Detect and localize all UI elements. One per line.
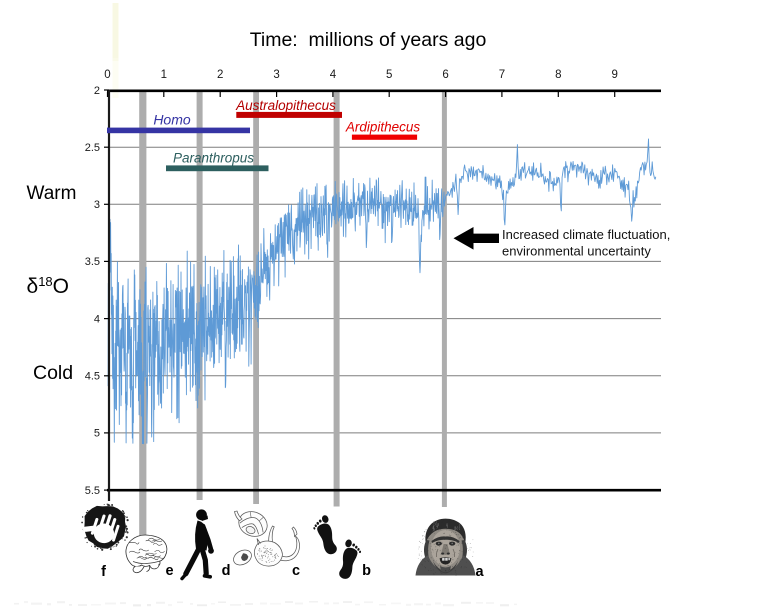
svg-text:Time: millions of years ago: Time: millions of years ago xyxy=(250,29,487,51)
svg-text:c: c xyxy=(292,563,300,579)
svg-text:Ardipithecus: Ardipithecus xyxy=(345,120,421,135)
svg-text:b: b xyxy=(362,563,371,579)
svg-text:4.5: 4.5 xyxy=(85,371,100,383)
svg-text:5: 5 xyxy=(94,428,100,440)
svg-text:5: 5 xyxy=(386,69,392,81)
svg-text:Cold: Cold xyxy=(33,362,73,384)
svg-text:Warm: Warm xyxy=(27,183,77,204)
svg-text:8: 8 xyxy=(555,69,561,81)
svg-text:5.5: 5.5 xyxy=(85,485,100,497)
svg-text:7: 7 xyxy=(499,69,505,81)
svg-text:a: a xyxy=(475,564,484,580)
svg-text:4: 4 xyxy=(94,313,100,325)
svg-text:1: 1 xyxy=(161,69,167,81)
svg-text:environmental uncertainty: environmental uncertainty xyxy=(502,244,651,259)
svg-text:3: 3 xyxy=(94,199,100,211)
svg-text:4: 4 xyxy=(330,69,337,81)
svg-text:2: 2 xyxy=(217,69,223,81)
svg-text:d: d xyxy=(222,563,231,579)
svg-text:6: 6 xyxy=(442,69,448,81)
svg-text:e: e xyxy=(165,563,173,579)
svg-text:9: 9 xyxy=(611,69,617,81)
svg-text:Paranthropus: Paranthropus xyxy=(173,151,254,166)
svg-text:3.5: 3.5 xyxy=(85,256,100,268)
svg-text:Homo: Homo xyxy=(153,112,191,128)
svg-text:Australopithecus: Australopithecus xyxy=(235,98,336,113)
svg-text:Increased climate fluctuation,: Increased climate fluctuation, xyxy=(502,227,670,242)
svg-text:2.5: 2.5 xyxy=(85,142,100,154)
svg-text:3: 3 xyxy=(273,69,279,81)
svg-text:0: 0 xyxy=(104,69,110,81)
svg-text:2: 2 xyxy=(94,85,100,97)
svg-text:f: f xyxy=(101,564,106,580)
